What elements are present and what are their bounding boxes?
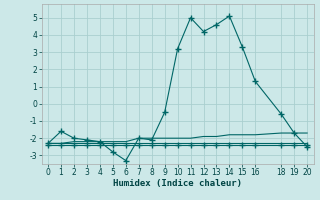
X-axis label: Humidex (Indice chaleur): Humidex (Indice chaleur) xyxy=(113,179,242,188)
